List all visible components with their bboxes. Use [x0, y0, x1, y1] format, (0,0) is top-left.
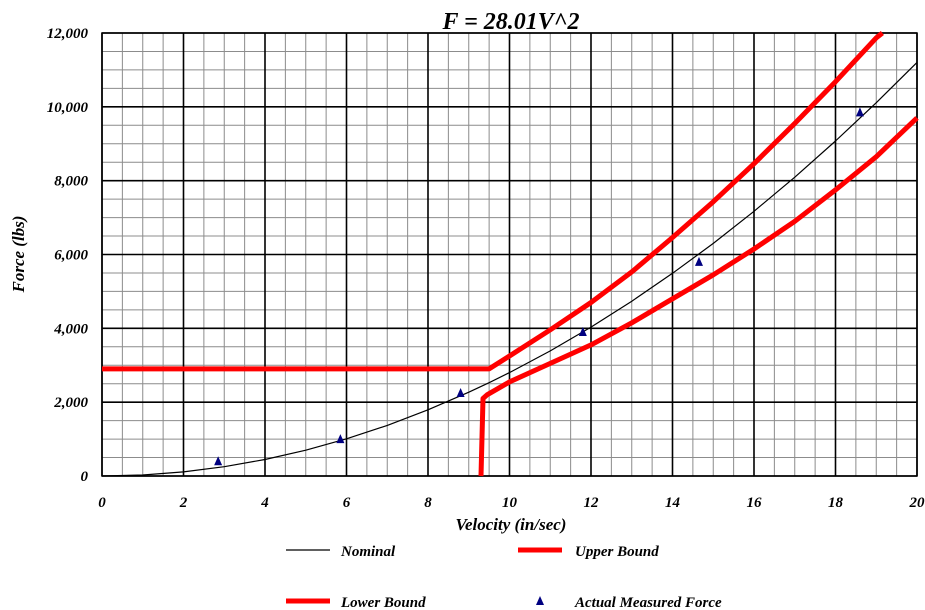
- y-tick-label: 0: [81, 469, 89, 485]
- legend-label-upper-bound: Upper Bound: [575, 544, 659, 560]
- legend-label-lower-bound: Lower Bound: [340, 595, 426, 610]
- legend-item-nominal: Nominal: [286, 544, 396, 560]
- data-point-actual-measured-force: [336, 434, 345, 444]
- series-line-lower-bound: [478, 116, 919, 477]
- data-point-actual-measured-force: [214, 456, 223, 466]
- x-tick-label: 0: [98, 495, 106, 511]
- x-tick-label: 16: [747, 495, 763, 511]
- x-tick-label: 8: [424, 495, 432, 511]
- legend-item-lower-bound: Lower Bound: [286, 595, 426, 610]
- legend-item-upper-bound: Upper Bound: [518, 544, 659, 560]
- legend-label-actual-measured-force: Actual Measured Force: [574, 595, 722, 610]
- y-tick-label: 6,000: [54, 248, 88, 264]
- y-tick-label: 12,000: [47, 26, 89, 42]
- data-point-actual-measured-force: [855, 107, 864, 117]
- x-tick-label: 14: [665, 495, 681, 511]
- legend-item-actual-measured-force: Actual Measured Force: [536, 595, 722, 610]
- x-tick-label: 4: [260, 495, 269, 511]
- y-tick-labels: 0 2,000 4,000 6,000 8,000 10,000 12,000: [47, 26, 89, 485]
- y-tick-label: 10,000: [47, 100, 89, 116]
- x-tick-label: 18: [828, 495, 844, 511]
- series-layer: [101, 31, 919, 477]
- x-tick-label: 6: [343, 495, 351, 511]
- legend-swatch-triangle-icon: [536, 596, 544, 605]
- legend-label-nominal: Nominal: [340, 544, 396, 560]
- plot-border: [101, 32, 918, 477]
- data-point-actual-measured-force: [694, 256, 703, 266]
- x-tick-label: 20: [909, 495, 925, 511]
- series-line-nominal: [101, 61, 918, 477]
- y-tick-label: 4,000: [53, 321, 88, 337]
- y-tick-label: 2,000: [53, 395, 88, 411]
- x-axis-title: Velocity (in/sec): [456, 515, 567, 534]
- y-axis-title: Force (lbs): [9, 216, 28, 294]
- x-tick-label: 10: [502, 495, 518, 511]
- data-point-actual-measured-force: [456, 387, 465, 397]
- chart-title: F = 28.01V^2: [442, 9, 580, 35]
- data-point-actual-measured-force: [578, 327, 587, 337]
- y-tick-label: 8,000: [54, 174, 88, 190]
- legend: Nominal Upper Bound Lower Bound Actual M…: [286, 544, 722, 610]
- x-tick-labels: 0 2 4 6 8 10 12 14 16 18 20: [98, 495, 925, 511]
- x-tick-label: 2: [179, 495, 188, 511]
- x-tick-label: 12: [584, 495, 600, 511]
- series-line-upper-bound: [102, 31, 884, 372]
